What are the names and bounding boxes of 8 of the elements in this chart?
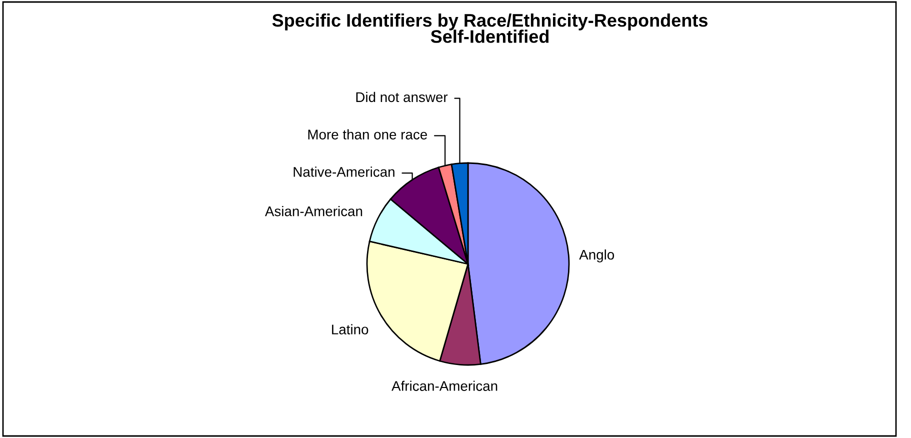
slice-label: Latino bbox=[332, 324, 368, 334]
slice-label: Anglo bbox=[579, 249, 614, 262]
slice-label: More than one race bbox=[308, 129, 427, 140]
slice-label: Asian-American bbox=[264, 206, 362, 216]
slice-label: Did not answer bbox=[356, 92, 448, 102]
slice-label: Native-American bbox=[294, 166, 394, 177]
chart-title: Specific Identifiers by Race/Ethnicity-Respondents Self-Identified bbox=[272, 13, 708, 43]
slice-label: African-American bbox=[392, 380, 498, 391]
